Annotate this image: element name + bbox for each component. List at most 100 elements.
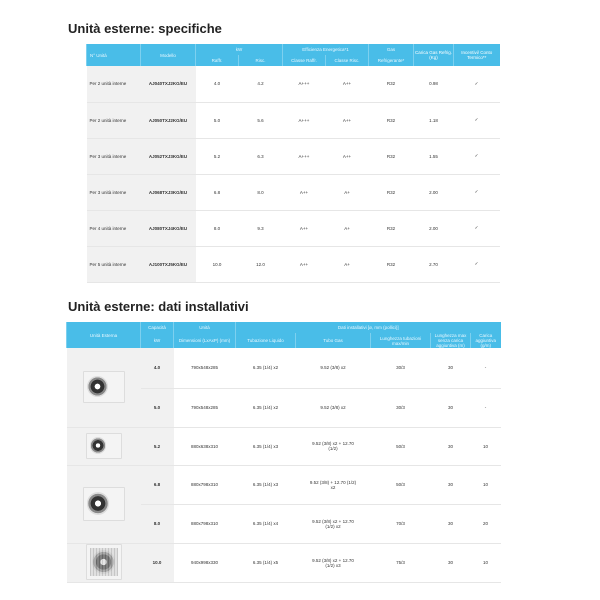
table-row: Per 5 unità interne AJ100TXJ5KG/EU 10.0 12.… xyxy=(86,246,500,283)
cell-raff: 6.8 xyxy=(195,174,239,211)
cell-classe_raff: A+++ xyxy=(282,102,326,139)
outdoor-unit-image xyxy=(82,486,125,521)
cell-lung: 30/3 xyxy=(370,348,431,389)
header-modello: Modello xyxy=(140,44,196,66)
cell-classe_raff: A+++ xyxy=(282,66,326,103)
outdoor-unit-image xyxy=(85,544,122,580)
table-row: 10.0 940x998x330 6.35 (1/4) x5 9.52 (3/8) x… xyxy=(66,543,501,583)
cell-raff: 4.0 xyxy=(195,66,239,103)
unit-image-cell xyxy=(66,465,141,544)
cell-carica: 1.18 xyxy=(413,102,454,139)
cell-classe_raff: A++ xyxy=(282,246,326,283)
cell-carica: 2.00 xyxy=(413,174,454,211)
cell-gas: R32 xyxy=(368,138,414,175)
cell-raff: 10.0 xyxy=(195,246,239,283)
cell-modello: AJ080TXJ4KG/EU xyxy=(140,210,196,247)
unit-image-cell xyxy=(66,427,141,466)
cell-risc: 6.3 xyxy=(238,138,283,175)
cell-gas: R32 xyxy=(368,210,414,247)
cell-carica: 2.00 xyxy=(413,210,454,247)
header-lunghezza: Lunghezza tubazioni max/min xyxy=(370,333,431,348)
header-gas: Gas xyxy=(368,44,414,55)
cell-classe_risc: A+ xyxy=(325,174,369,211)
table-row: 4.0 790x548x285 6.35 (1/4) x2 9.52 (3/8) x2… xyxy=(66,348,501,428)
cell-modello: AJ050TXJ2KG/EU xyxy=(140,102,196,139)
header-incentivi: Incentivi/ Conto Termico** xyxy=(453,44,500,66)
header-classe-raff: Classe Raffr. xyxy=(282,55,326,66)
cell-liquido: 6.35 (1/4) x3 xyxy=(235,465,296,505)
cell-unita: Per 4 unità interne xyxy=(86,210,141,247)
cell-carica: 2.70 xyxy=(413,246,454,283)
cell-risc: 8.0 xyxy=(238,174,283,211)
header-efficienza: Efficienza Energetica*1 xyxy=(281,44,369,55)
cell-unita: Per 2 unità interne xyxy=(86,102,141,139)
cell-liquido: 6.35 (1/4) x2 xyxy=(235,388,296,428)
fan-icon xyxy=(86,492,109,515)
header-carica: Carica Gas Refrig. (Kg) xyxy=(413,44,454,66)
header-liquido: Tubazione Liquido xyxy=(235,333,296,348)
cell-modello: AJ052TXJ3KG/EU xyxy=(140,138,196,175)
cell-classe_raff: A++ xyxy=(282,210,326,247)
cell-gas: 9.52 (3/8) x2 + 12.70 (1/2) x3 xyxy=(295,543,371,583)
cell-classe_risc: A++ xyxy=(325,138,369,175)
unit-image-cell xyxy=(66,543,141,583)
header-gas: Tubo Gas xyxy=(295,333,371,348)
cell-gas: 9.52 (3/8) x2 + 12.70 (1/2) x2 xyxy=(295,504,371,544)
cell-risc: 5.6 xyxy=(238,102,283,139)
cell-carica: - xyxy=(470,348,501,389)
cell-classe_risc: A++ xyxy=(325,102,369,139)
header-unita: Unità xyxy=(173,322,236,333)
outdoor-unit-image xyxy=(82,370,125,403)
cell-gas: 9.52 (3/8) + 12.70 (1/2) x2 xyxy=(295,465,371,505)
header-unita-esterna: Unità Esterna xyxy=(66,322,141,348)
cell-lung_max: 30 xyxy=(430,388,471,428)
cell-risc: 4.2 xyxy=(238,66,283,103)
cell-lung_max: 30 xyxy=(430,427,471,466)
header-kw: kW xyxy=(140,333,174,348)
cell-dim: 880x798x310 xyxy=(173,504,236,544)
cell-kw: 10.0 xyxy=(140,543,174,583)
cell-carica: 0.98 xyxy=(413,66,454,103)
header-lunghezza-max: Lunghezza max senza carica aggiuntiva (m… xyxy=(430,333,471,348)
cell-gas: R32 xyxy=(368,174,414,211)
cell-classe_raff: A++ xyxy=(282,174,326,211)
cell-incentivi: ✓ xyxy=(453,138,500,175)
table-row: Per 2 unità interne AJ040TXJ2KG/EU 4.0 4.2 A… xyxy=(86,66,500,103)
cell-lung_max: 30 xyxy=(430,504,471,544)
cell-classe_risc: A+ xyxy=(325,246,369,283)
cell-dim: 940x998x330 xyxy=(173,543,236,583)
cell-dim: 880x638x310 xyxy=(173,427,236,466)
cell-incentivi: ✓ xyxy=(453,66,500,103)
cell-liquido: 6.35 (1/4) x5 xyxy=(235,543,296,583)
header-dati: Dati installativi [ø, mm (pollici)] xyxy=(234,322,501,333)
cell-raff: 5.2 xyxy=(195,138,239,175)
cell-kw: 8.0 xyxy=(140,504,174,544)
cell-modello: AJ100TXJ5KG/EU xyxy=(140,246,196,283)
table-row: Per 3 unità interne AJ052TXJ3KG/EU 5.2 6.3 A… xyxy=(86,138,500,175)
cell-unita: Per 3 unità interne xyxy=(86,174,141,211)
header-classe-risc: Classe Risc. xyxy=(324,55,369,66)
table-row: 5.0 790x548x285 6.35 (1/4) x2 9.52 (3/8) x2… xyxy=(67,388,501,428)
cell-carica: 10 xyxy=(470,465,501,505)
header-risc: Risc. xyxy=(238,55,283,66)
cell-carica: 10 xyxy=(470,427,501,466)
cell-raff: 5.0 xyxy=(195,102,239,139)
fan-icon xyxy=(86,376,108,398)
cell-liquido: 6.35 (1/4) x4 xyxy=(235,504,296,544)
cell-modello: AJ040TXJ2KG/EU xyxy=(140,66,196,103)
cell-incentivi: ✓ xyxy=(453,174,500,211)
cell-lung: 50/3 xyxy=(370,465,431,505)
cell-classe_risc: A++ xyxy=(325,66,369,103)
header-raff: Raffr. xyxy=(195,55,239,66)
header-refrigerante: Refrigerante* xyxy=(368,55,414,66)
cell-dim: 790x548x285 xyxy=(173,348,236,389)
cell-gas: 9.52 (3/8) x2 xyxy=(295,388,371,428)
header-carica: Carica aggiuntiva (g/m) xyxy=(469,333,501,348)
fan-icon xyxy=(89,437,107,454)
table-row: Per 2 unità interne AJ050TXJ2KG/EU 5.0 5.6 A… xyxy=(86,102,500,139)
spec-table: N° Unità Modello kW Efficienza Energetic… xyxy=(86,44,500,283)
table-row: Per 3 unità interne AJ068TXJ3KG/EU 6.8 8.0 A… xyxy=(86,174,500,211)
spec-title: Unità esterne: specifiche xyxy=(68,21,222,36)
cell-risc: 12.0 xyxy=(238,246,283,283)
